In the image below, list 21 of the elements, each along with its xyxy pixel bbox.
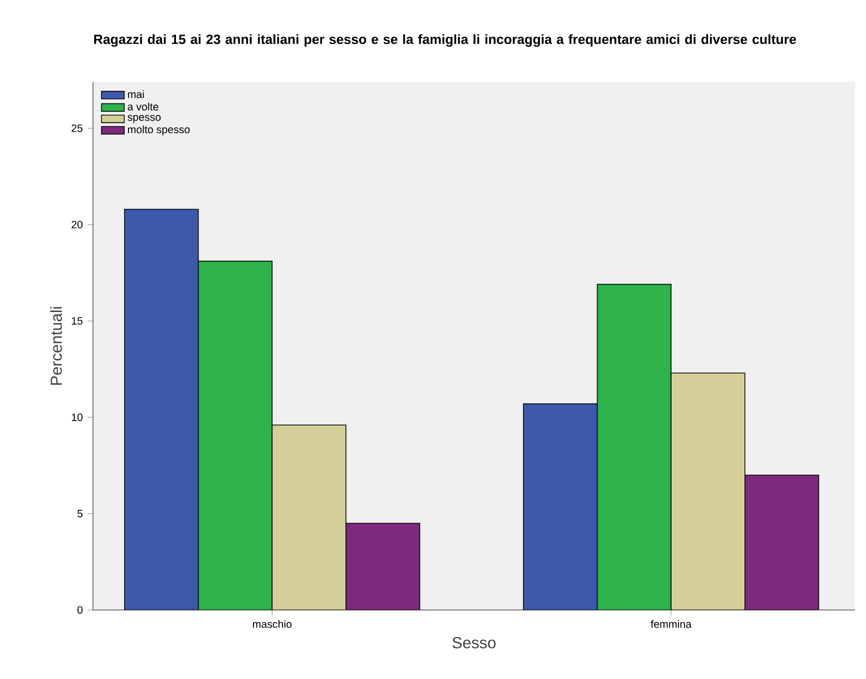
bar (124, 208, 199, 610)
y-axis-title: Percentuali (50, 307, 62, 385)
legend-label: mai (128, 90, 144, 98)
bar (523, 403, 598, 610)
x-tick-label: femmina (650, 620, 692, 628)
bar (346, 522, 420, 610)
y-tick-label: 10 (72, 414, 83, 422)
bar (744, 474, 820, 610)
bar (198, 260, 273, 610)
y-tick-label: 5 (77, 510, 83, 518)
legend-label: spesso (128, 115, 161, 123)
y-tick-label: 15 (72, 317, 83, 325)
legend-label: molto spesso (128, 125, 190, 136)
y-tick-label: 25 (72, 124, 83, 132)
chart-title: Ragazzi dai 15 ai 23 anni italiani per sesso e se la famiglia li incoraggia a frequentare amici di diverse culture (94, 34, 796, 47)
y-tick-label: 20 (72, 220, 83, 228)
y-tick-label: 0 (77, 606, 83, 614)
x-axis-title: Sesso (452, 637, 496, 648)
bar (596, 284, 672, 610)
legend-label: a volte (128, 102, 158, 110)
x-tick-label: maschio (252, 620, 292, 628)
